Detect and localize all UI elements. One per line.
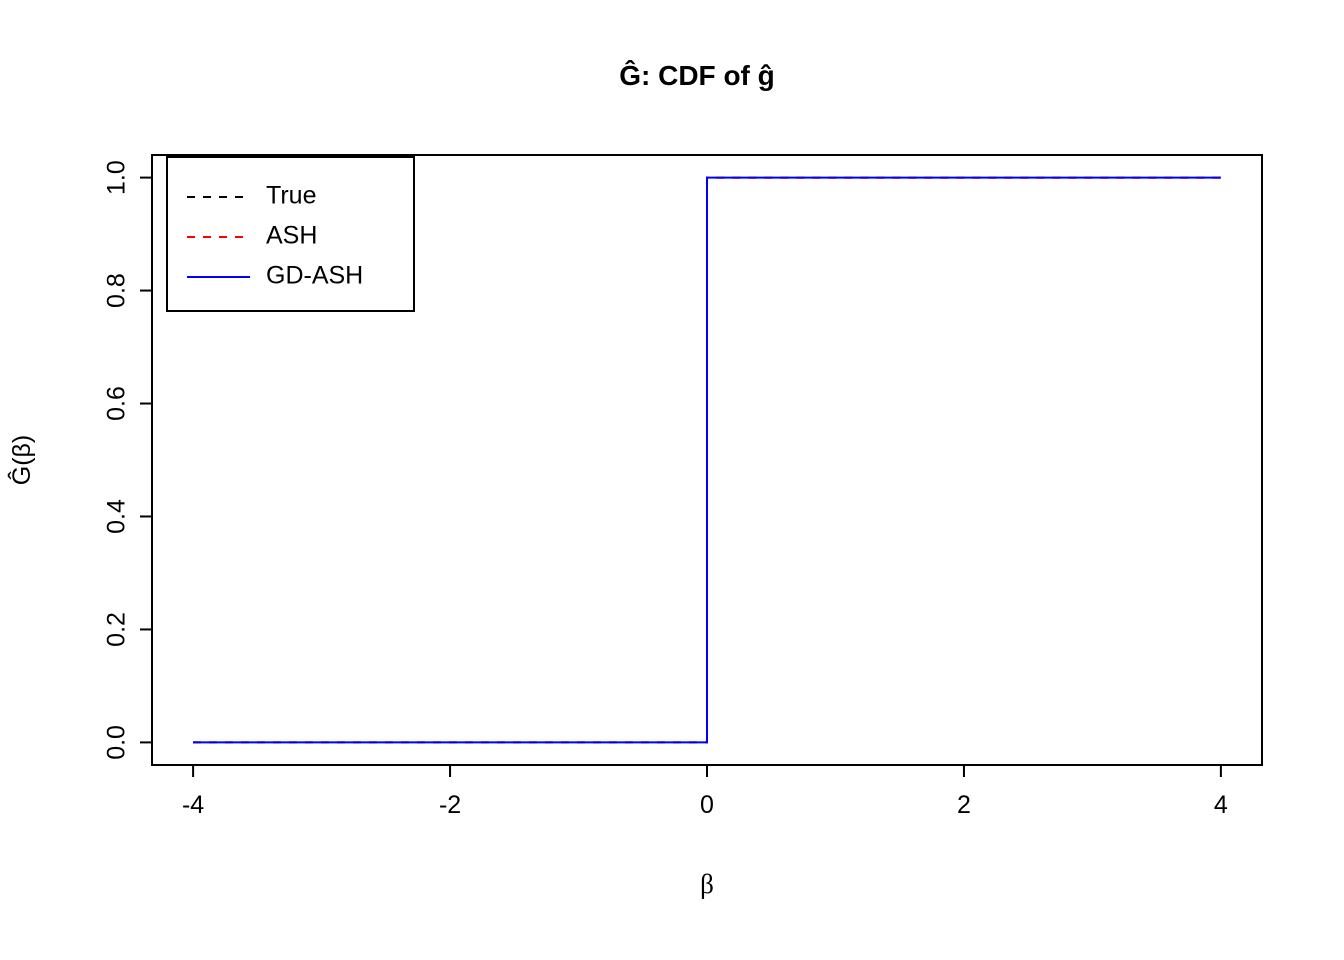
x-tick-label: 2	[957, 791, 971, 819]
legend-label: ASH	[266, 222, 317, 250]
legend-label: GD-ASH	[266, 262, 363, 290]
x-tick-label: -2	[439, 791, 461, 819]
legend: True ASH GD-ASH	[166, 156, 415, 312]
chart-title: Ĝ: CDF of ĝ	[619, 59, 775, 91]
y-tick-label: 1.0	[103, 160, 131, 195]
axes: -4 -2 0 2 4 0.0 0.2 0.4 0.6 0.8 1.0	[103, 154, 1263, 819]
x-tick-label: 0	[700, 791, 714, 819]
x-tick-label: 4	[1214, 791, 1228, 819]
series-lines	[193, 176, 1221, 744]
x-axis-label: β	[700, 869, 714, 899]
y-tick-label: 0.2	[103, 612, 131, 647]
y-axis-label: Ĝ(β)	[7, 435, 36, 485]
series-line-gd-ash	[193, 176, 1221, 744]
legend-label: True	[266, 182, 316, 210]
y-tick-label: 0.4	[103, 499, 131, 534]
x-tick-label: -4	[182, 791, 204, 819]
y-tick-label: 0.6	[103, 386, 131, 421]
y-tick-label: 0.0	[103, 725, 131, 760]
legend-box	[166, 156, 415, 312]
y-tick-label: 0.8	[103, 273, 131, 308]
